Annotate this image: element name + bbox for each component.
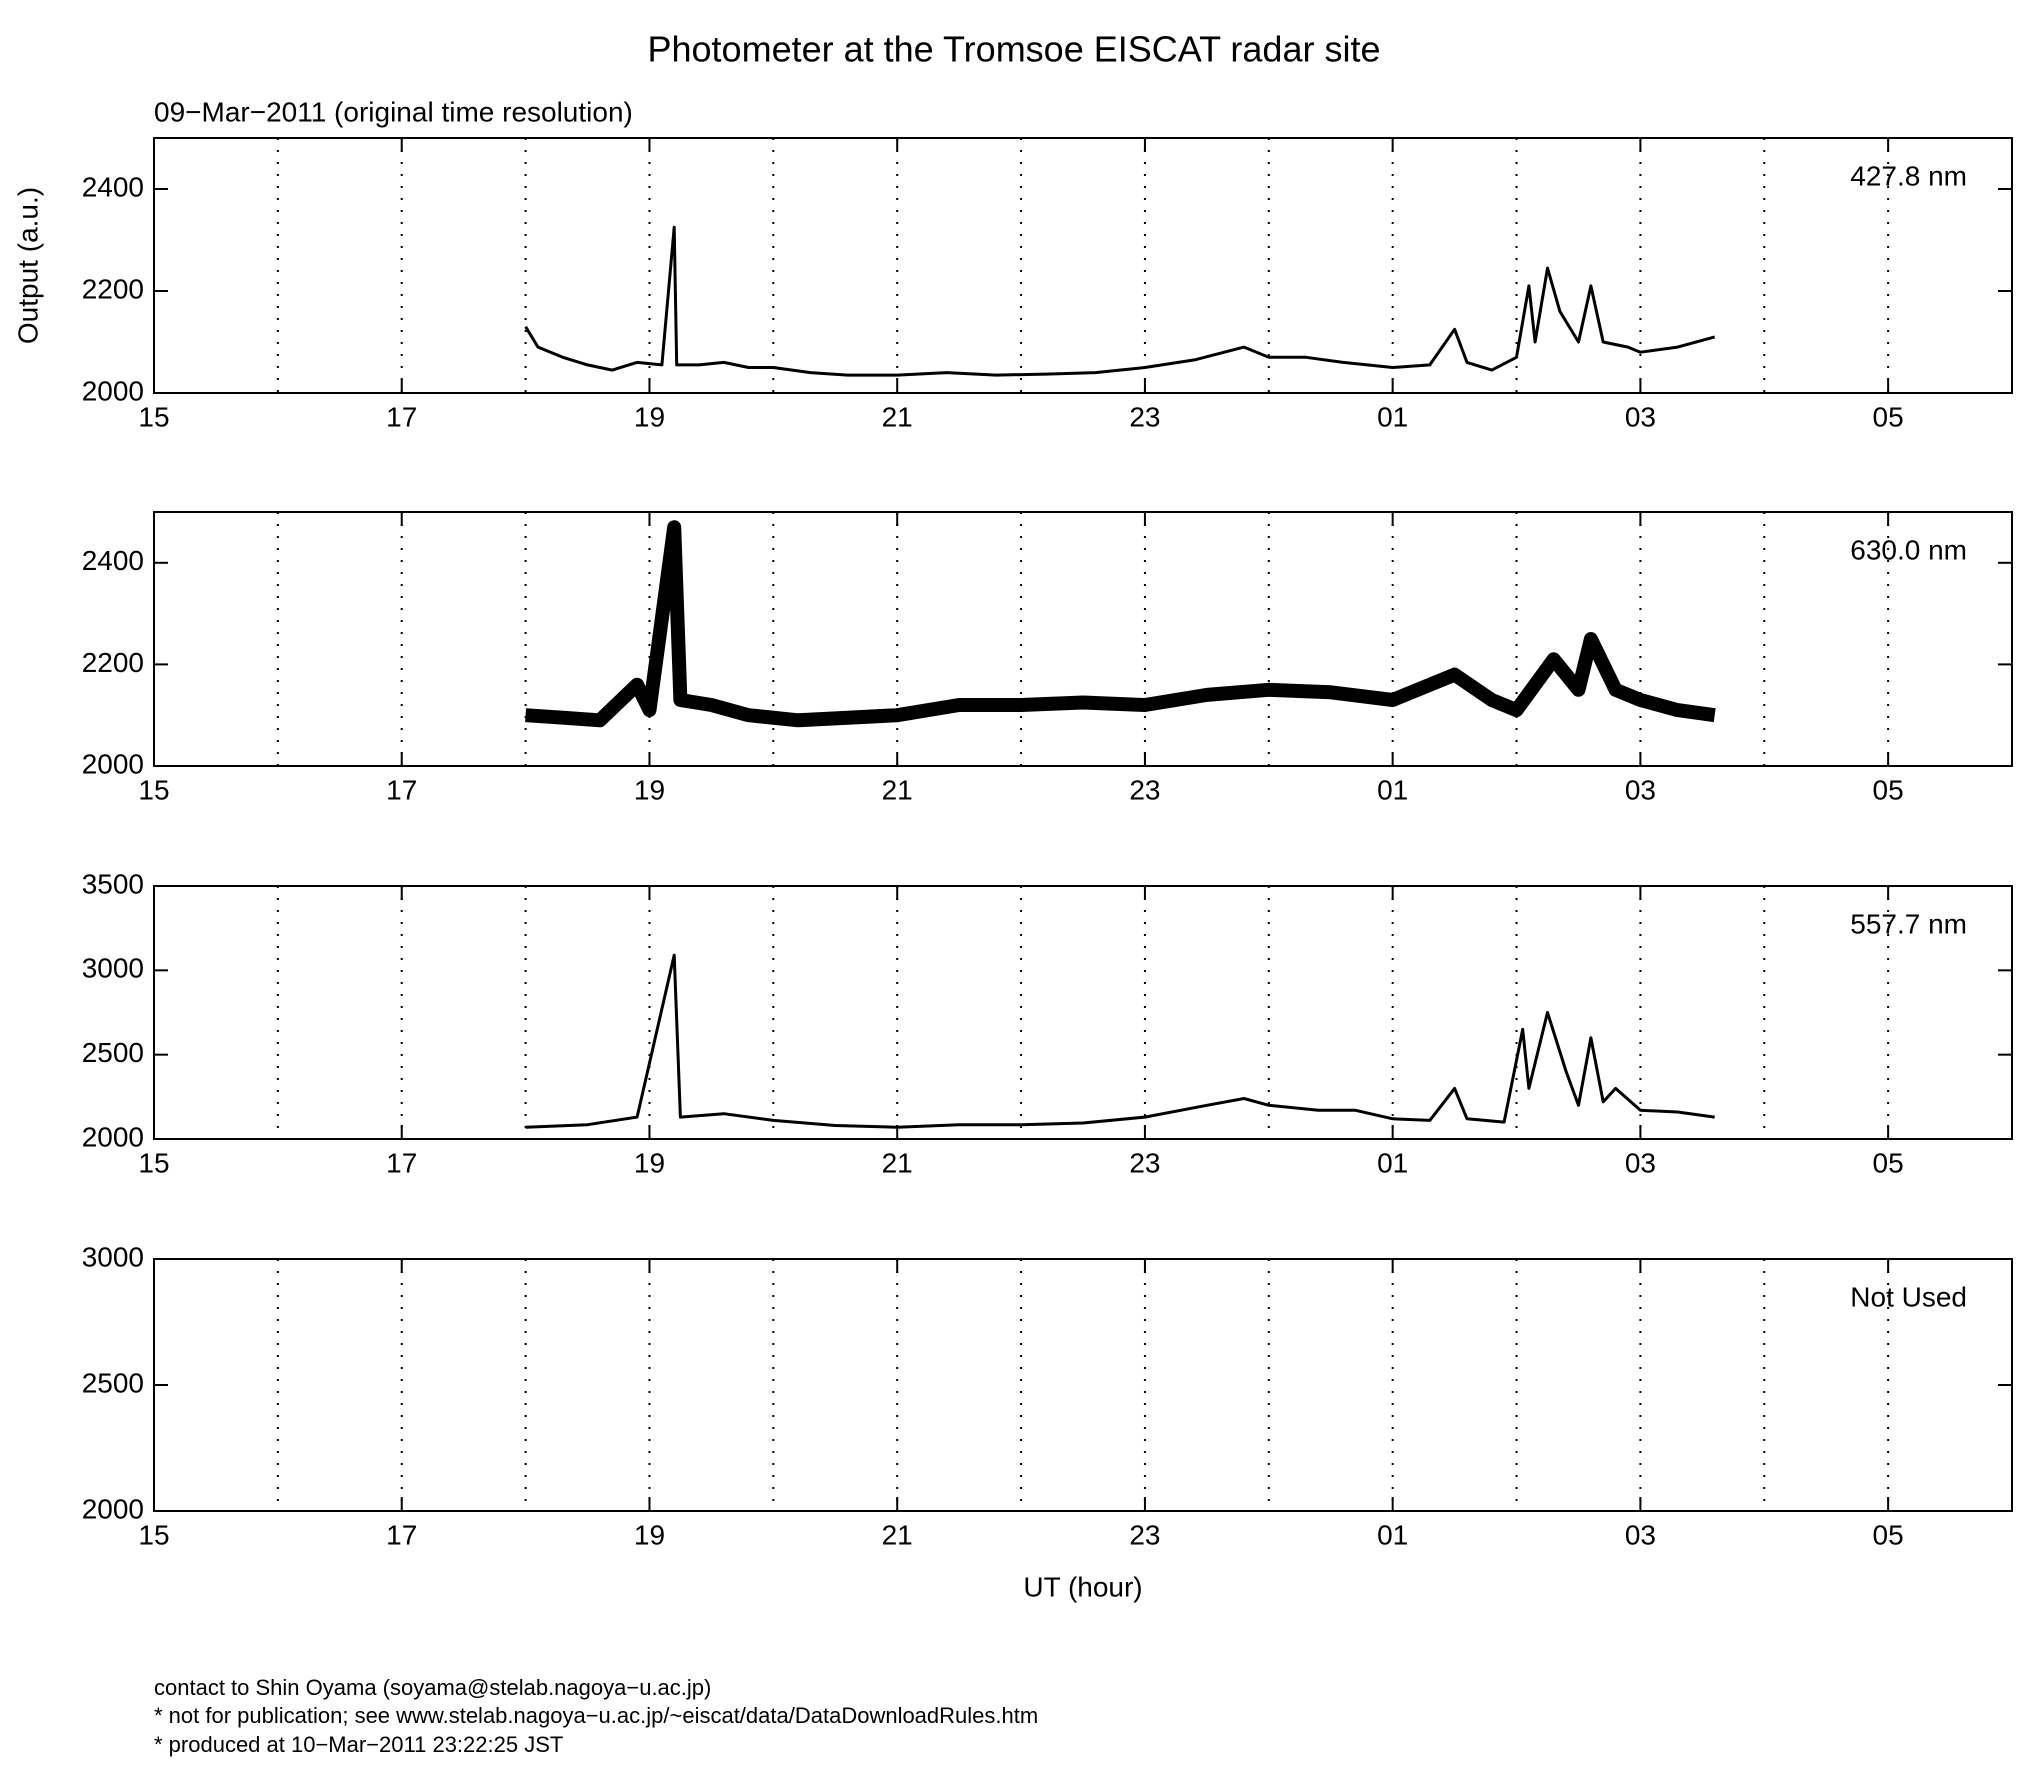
x-tick-label: 19 [634, 1147, 665, 1178]
y-tick-label: 2200 [82, 647, 144, 678]
x-tick-label: 05 [1873, 1519, 1904, 1550]
y-tick-label: 2500 [82, 1037, 144, 1068]
x-tick-label: 01 [1377, 401, 1408, 432]
data-line [524, 225, 1716, 377]
y-tick-label: 2000 [82, 1121, 144, 1152]
y-tick-label: 2400 [82, 171, 144, 202]
x-tick-label: 01 [1377, 1519, 1408, 1550]
y-tick-label: 2400 [82, 545, 144, 576]
y-tick-label: 3000 [82, 953, 144, 984]
panel-label: 557.7 nm [1850, 908, 1967, 939]
x-tick-label: 03 [1625, 1519, 1656, 1550]
y-tick-label: 3500 [82, 868, 144, 899]
x-tick-label: 05 [1873, 1147, 1904, 1178]
y-tick-label: 2000 [82, 748, 144, 779]
x-tick-label: 23 [1129, 1519, 1160, 1550]
x-tick-label: 03 [1625, 774, 1656, 805]
plot-frame [153, 1258, 2013, 1512]
footer-line: * not for publication; see www.stelab.na… [154, 1703, 1038, 1728]
footer-line: * produced at 10−Mar−2011 23:22:25 JST [154, 1732, 563, 1757]
x-tick-label: 23 [1129, 401, 1160, 432]
x-tick-label: 03 [1625, 401, 1656, 432]
x-tick-label: 21 [882, 1147, 913, 1178]
y-tick-label: 2200 [82, 273, 144, 304]
plot-frame [153, 885, 2013, 1140]
x-tick-label: 01 [1377, 774, 1408, 805]
x-tick-label: 15 [138, 401, 169, 432]
x-tick-label: 17 [386, 1519, 417, 1550]
x-tick-label: 21 [882, 774, 913, 805]
title: Photometer at the Tromsoe EISCAT radar s… [648, 29, 1381, 70]
x-axis-label: UT (hour) [1023, 1571, 1142, 1602]
x-tick-label: 23 [1129, 1147, 1160, 1178]
x-tick-label: 23 [1129, 774, 1160, 805]
x-tick-label: 05 [1873, 774, 1904, 805]
subtitle: 09−Mar−2011 (original time resolution) [154, 96, 633, 127]
x-tick-label: 15 [138, 1519, 169, 1550]
x-tick-label: 17 [386, 401, 417, 432]
x-tick-label: 03 [1625, 1147, 1656, 1178]
x-tick-label: 19 [634, 774, 665, 805]
x-tick-label: 15 [138, 774, 169, 805]
data-line [525, 520, 1716, 728]
x-tick-label: 21 [882, 1519, 913, 1550]
data-line [525, 953, 1715, 1129]
plot-frame [153, 137, 2013, 394]
y-tick-label: 2000 [82, 1493, 144, 1524]
panel-label: Not Used [1850, 1281, 1967, 1312]
x-tick-label: 01 [1377, 1147, 1408, 1178]
plot-frame [153, 511, 2013, 767]
x-tick-label: 19 [634, 1519, 665, 1550]
y-tick-label: 2500 [82, 1367, 144, 1398]
x-tick-label: 19 [634, 401, 665, 432]
panel-label: 630.0 nm [1850, 534, 1967, 565]
x-tick-label: 21 [882, 401, 913, 432]
x-tick-label: 15 [138, 1147, 169, 1178]
x-tick-label: 17 [386, 774, 417, 805]
y-tick-label: 3000 [82, 1241, 144, 1272]
panel-label: 427.8 nm [1850, 160, 1967, 191]
x-tick-label: 05 [1873, 401, 1904, 432]
x-tick-label: 17 [386, 1147, 417, 1178]
footer-line: contact to Shin Oyama (soyama@stelab.nag… [154, 1675, 711, 1700]
y-tick-label: 2000 [82, 375, 144, 406]
y-axis-label: Output (a.u.) [12, 187, 43, 344]
